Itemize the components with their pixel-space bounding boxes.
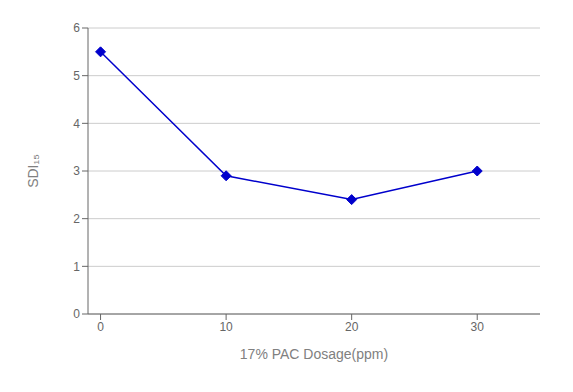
svg-text:3: 3 — [73, 164, 80, 178]
svg-text:6: 6 — [73, 21, 80, 35]
svg-text:20: 20 — [345, 320, 359, 334]
svg-text:1: 1 — [73, 260, 80, 274]
svg-text:SDI₁₅: SDI₁₅ — [25, 154, 41, 188]
svg-text:17% PAC Dosage(ppm): 17% PAC Dosage(ppm) — [240, 346, 388, 362]
svg-text:2: 2 — [73, 212, 80, 226]
svg-text:4: 4 — [73, 117, 80, 131]
svg-text:30: 30 — [471, 320, 485, 334]
svg-text:5: 5 — [73, 69, 80, 83]
svg-text:0: 0 — [73, 307, 80, 321]
svg-text:0: 0 — [97, 320, 104, 334]
svg-text:10: 10 — [219, 320, 233, 334]
